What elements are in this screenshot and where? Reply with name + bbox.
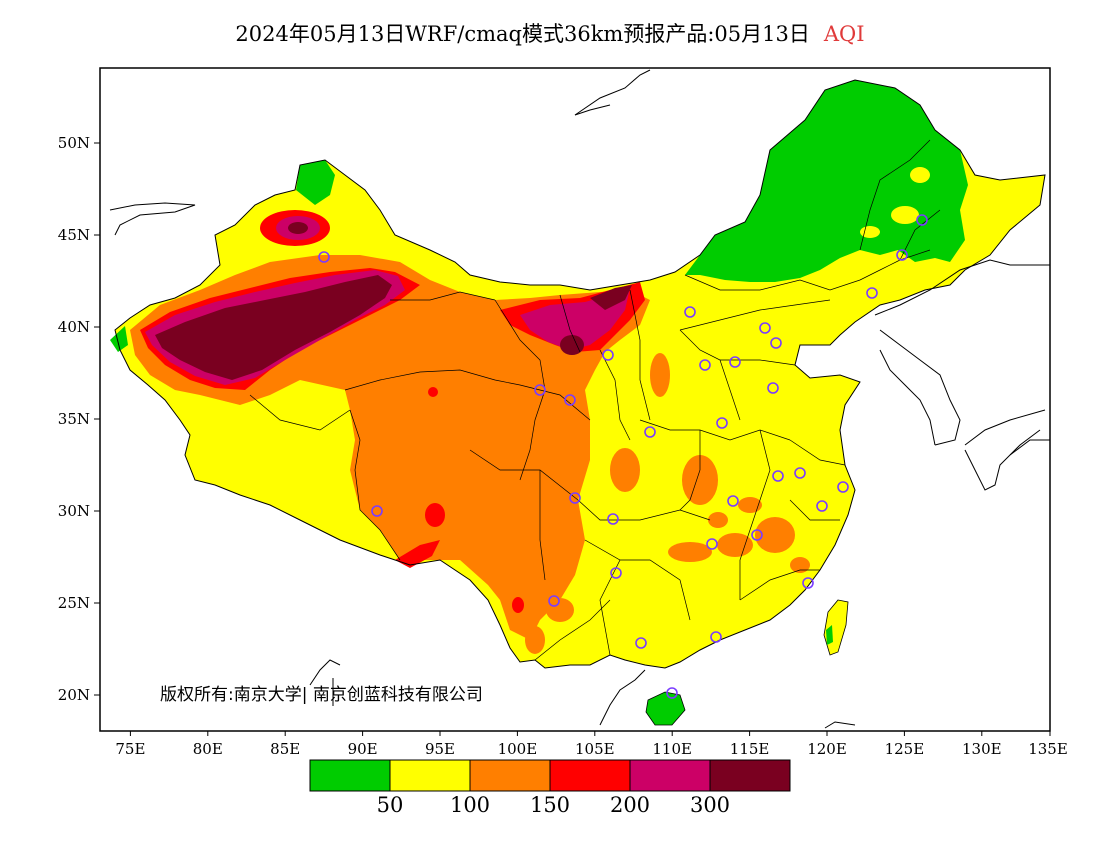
legend-swatch bbox=[629, 759, 711, 792]
china-border bbox=[114, 79, 1046, 669]
y-axis: 50N 45N 40N 35N 30N 25N 20N bbox=[58, 134, 100, 704]
colorbar-legend: 50 100 150 200 300 bbox=[309, 759, 791, 817]
legend-tick-label: 150 bbox=[530, 793, 570, 817]
legend-tick-label: 50 bbox=[377, 793, 404, 817]
legend-swatch bbox=[389, 759, 471, 792]
title-variable: AQI bbox=[823, 22, 865, 46]
title-text: 2024年05月13日WRF/cmaq模式36km预报产品:05月13日 bbox=[235, 22, 810, 46]
x-tick-label: 120E bbox=[807, 740, 847, 758]
region-hazardous bbox=[155, 275, 392, 380]
neighbor-coastlines bbox=[109, 69, 1050, 729]
map-title: 2024年05月13日WRF/cmaq模式36km预报产品:05月13日 AQI bbox=[0, 18, 1100, 48]
x-tick-label: 110E bbox=[652, 740, 692, 758]
y-tick-label: 30N bbox=[58, 502, 90, 520]
legend-tick-label: 300 bbox=[690, 793, 730, 817]
x-tick-label: 125E bbox=[885, 740, 925, 758]
y-tick-label: 45N bbox=[58, 226, 90, 244]
province-boundaries bbox=[249, 139, 941, 661]
x-tick-label: 90E bbox=[348, 740, 378, 758]
x-tick-label: 115E bbox=[730, 740, 770, 758]
y-tick-label: 20N bbox=[58, 686, 90, 704]
legend-swatch bbox=[469, 759, 551, 792]
x-axis: 75E 80E 85E 90E 95E 100E 105E 110E 115E … bbox=[115, 731, 1068, 758]
x-tick-label: 75E bbox=[115, 740, 145, 758]
x-tick-label: 100E bbox=[498, 740, 538, 758]
y-tick-label: 35N bbox=[58, 410, 90, 428]
map-content bbox=[109, 69, 1050, 729]
legend-tick-label: 100 bbox=[450, 793, 490, 817]
x-tick-label: 80E bbox=[193, 740, 223, 758]
legend-tick-label: 200 bbox=[610, 793, 650, 817]
legend-swatch bbox=[549, 759, 631, 792]
x-tick-label: 85E bbox=[270, 740, 300, 758]
x-tick-label: 130E bbox=[962, 740, 1002, 758]
y-tick-label: 50N bbox=[58, 134, 90, 152]
legend-swatch bbox=[709, 759, 791, 792]
y-tick-label: 40N bbox=[58, 318, 90, 336]
copyright-notice: 版权所有:南京大学| 南京创蓝科技有限公司 bbox=[160, 685, 483, 705]
region-good-west bbox=[296, 160, 335, 205]
legend-swatch bbox=[309, 759, 391, 792]
x-tick-label: 95E bbox=[425, 740, 455, 758]
x-tick-label: 105E bbox=[575, 740, 615, 758]
station-markers bbox=[318, 214, 928, 699]
x-tick-label: 135E bbox=[1028, 740, 1068, 758]
y-tick-label: 25N bbox=[58, 594, 90, 612]
region-good-northeast bbox=[685, 80, 968, 282]
